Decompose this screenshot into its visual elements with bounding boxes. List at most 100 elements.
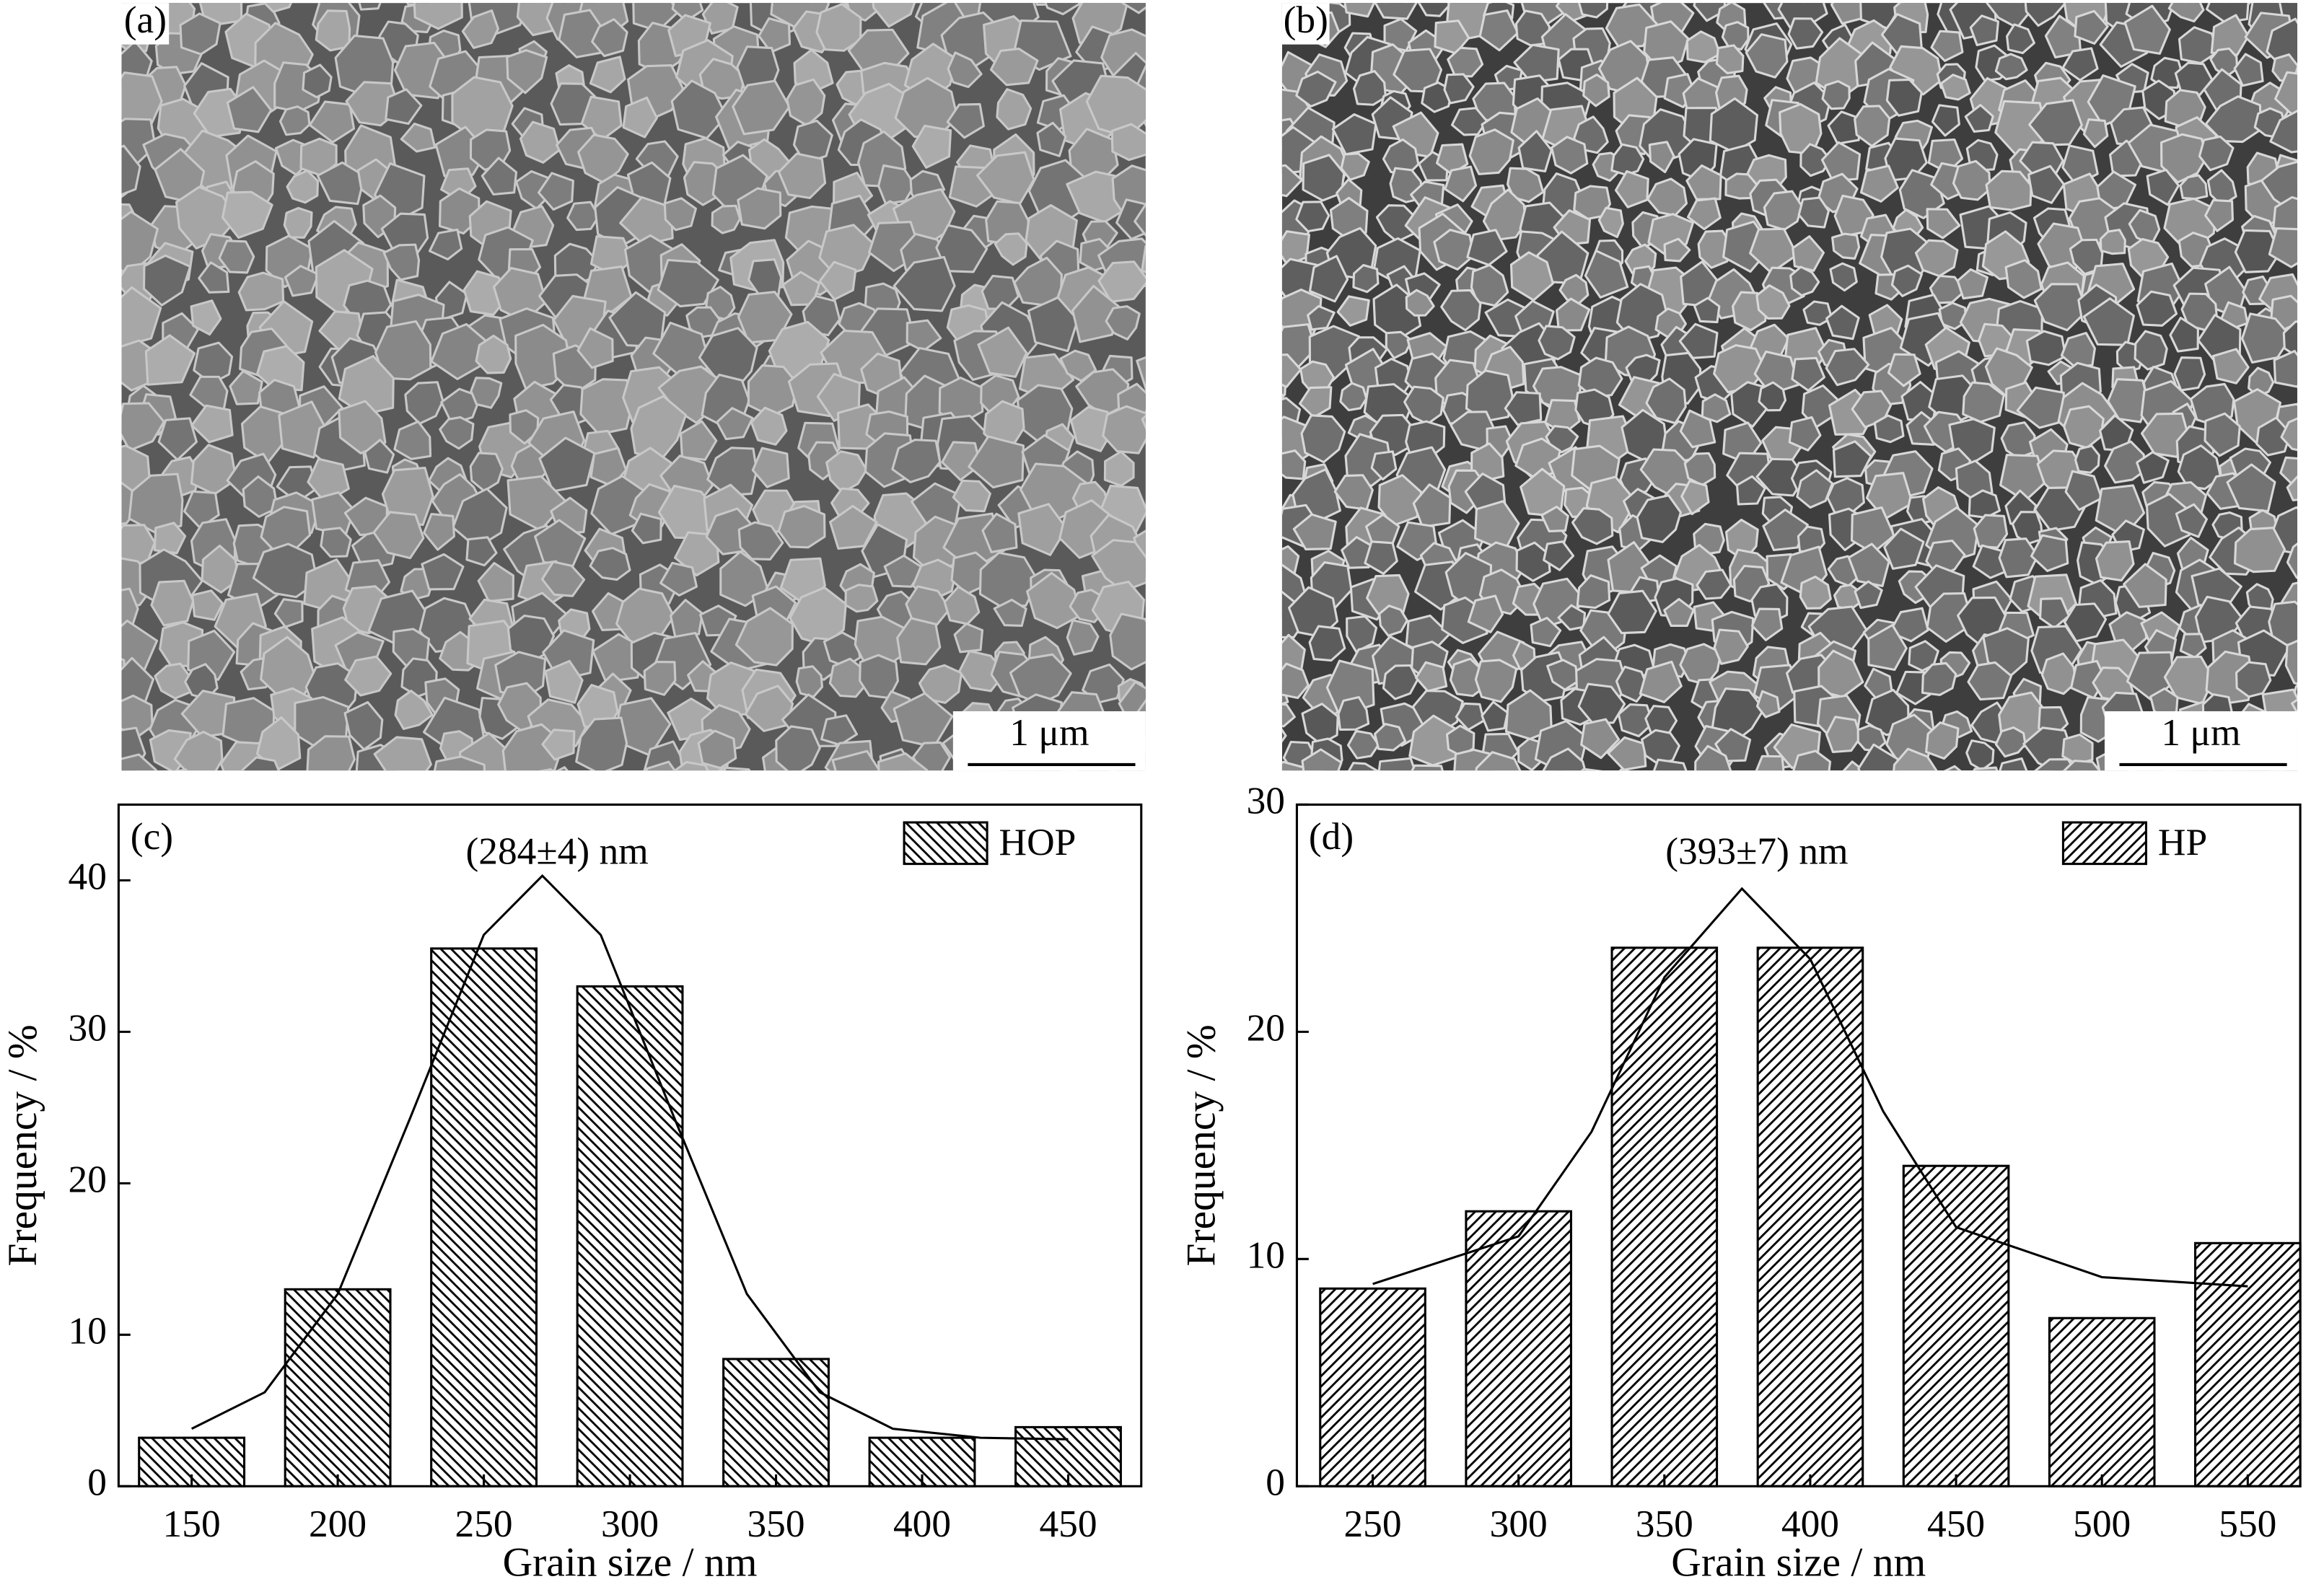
x-axis-title: Grain size / nm — [503, 1539, 758, 1585]
bar — [284, 1288, 392, 1487]
grain — [465, 536, 498, 567]
grain — [1880, 13, 1923, 56]
grain — [462, 270, 509, 316]
grain — [286, 169, 319, 204]
grain — [404, 381, 444, 425]
grain — [1538, 325, 1576, 361]
grain — [345, 804, 373, 838]
grain — [1159, 30, 1192, 62]
grain — [1832, 440, 1872, 478]
grain — [1411, 764, 1444, 771]
grain — [1085, 74, 1146, 139]
grain — [1417, 786, 1459, 830]
bar — [2048, 1316, 2156, 1487]
grain — [540, 560, 586, 597]
grain — [981, 512, 1018, 553]
grain — [1482, 188, 1527, 242]
grain — [319, 804, 366, 857]
grain — [1721, 21, 1750, 50]
grain — [1735, 475, 1766, 506]
grain — [1141, 414, 1146, 431]
grain — [1749, 227, 1799, 274]
x-tick-label: 400 — [1781, 1502, 1839, 1545]
grain — [1352, 70, 1387, 106]
grain — [946, 102, 985, 139]
grain — [2286, 542, 2297, 579]
grain — [2134, 330, 2168, 371]
grain — [1883, 527, 1925, 570]
scale-bar-label: 1 μm — [2161, 711, 2240, 754]
y-tick-label: 0 — [1266, 1461, 1285, 1504]
grain — [1066, 619, 1100, 656]
grain — [1509, 251, 1554, 302]
grain — [382, 243, 421, 281]
grain — [1331, 113, 1377, 156]
micrograph — [70, 3, 1192, 857]
grain — [2305, 128, 2324, 156]
grain — [1713, 344, 1767, 394]
grain — [2027, 164, 2066, 204]
grain — [1440, 289, 1482, 332]
grain — [350, 775, 398, 828]
grain — [507, 475, 568, 532]
grain — [1679, 409, 1716, 449]
grain — [372, 511, 425, 560]
grain — [918, 664, 963, 704]
grain — [750, 406, 788, 446]
grain — [306, 735, 356, 771]
grain — [1232, 684, 1272, 734]
bar — [2194, 1241, 2302, 1487]
grain — [385, 88, 423, 126]
grain — [1027, 296, 1079, 353]
grain — [1385, 330, 1413, 360]
grain — [1973, 766, 1999, 771]
y-axis-title: Frequency / % — [1178, 1024, 1224, 1266]
image-label: (b) — [1284, 0, 1328, 41]
grain — [1854, 105, 1891, 148]
grain — [373, 736, 432, 771]
grain — [2004, 259, 2043, 299]
x-tick-label: 200 — [309, 1502, 367, 1545]
grain — [589, 56, 626, 94]
scale-bar-box — [2104, 711, 2297, 771]
grain — [191, 773, 221, 806]
grain — [2136, 290, 2178, 327]
grain — [320, 527, 352, 558]
grain — [302, 63, 333, 99]
grain — [719, 550, 770, 607]
grain — [2123, 563, 2167, 608]
grain — [1578, 3, 1609, 19]
grain — [1584, 250, 1629, 299]
grain — [1233, 640, 1259, 669]
grain — [893, 255, 956, 312]
grain — [189, 812, 233, 854]
grain — [911, 124, 952, 169]
grain — [1138, 770, 1141, 771]
grain — [1281, 679, 1289, 705]
grain — [775, 725, 821, 771]
grain — [1281, 605, 1284, 609]
grain — [1859, 164, 1899, 203]
grain — [121, 568, 128, 586]
grain — [1374, 3, 1418, 20]
grain — [2312, 729, 2324, 767]
grain — [1281, 760, 1307, 771]
grain — [732, 79, 791, 136]
label-box — [121, 3, 170, 45]
grain — [1663, 597, 1695, 628]
grain — [173, 768, 188, 771]
grain — [1223, 480, 1271, 525]
grain — [1281, 369, 1287, 400]
grain — [2179, 633, 2207, 659]
grain — [413, 3, 463, 30]
grain — [1789, 265, 1820, 297]
grain — [1157, 781, 1189, 815]
grain — [2082, 118, 2109, 149]
grain — [70, 439, 115, 482]
grain — [237, 271, 285, 312]
grain — [1799, 575, 1832, 610]
grain — [382, 801, 431, 841]
bar — [430, 947, 538, 1487]
grain — [1449, 785, 1483, 822]
grain — [1543, 540, 1575, 571]
